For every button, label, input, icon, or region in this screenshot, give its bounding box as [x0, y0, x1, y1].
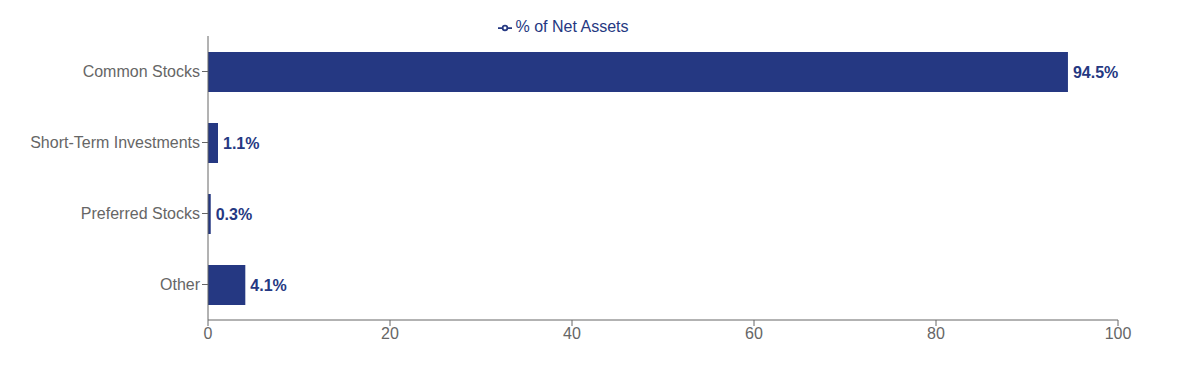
svg-text:0: 0	[204, 325, 213, 342]
svg-text:1.1%: 1.1%	[223, 135, 259, 152]
svg-text:Preferred Stocks: Preferred Stocks	[81, 205, 200, 222]
svg-text:Short-Term Investments: Short-Term Investments	[30, 134, 200, 151]
svg-text:Common Stocks: Common Stocks	[83, 63, 200, 80]
svg-text:60: 60	[745, 325, 763, 342]
svg-text:0.3%: 0.3%	[216, 206, 252, 223]
svg-text:94.5%: 94.5%	[1073, 64, 1118, 81]
html-text:% of Net Assets: % of Net Assets	[515, 18, 629, 35]
svg-text:40: 40	[563, 325, 581, 342]
svg-text:4.1%: 4.1%	[250, 277, 286, 294]
svg-text:100: 100	[1105, 325, 1132, 342]
svg-text:20: 20	[381, 325, 399, 342]
svg-text:Other: Other	[160, 276, 201, 293]
svg-text:80: 80	[927, 325, 945, 342]
